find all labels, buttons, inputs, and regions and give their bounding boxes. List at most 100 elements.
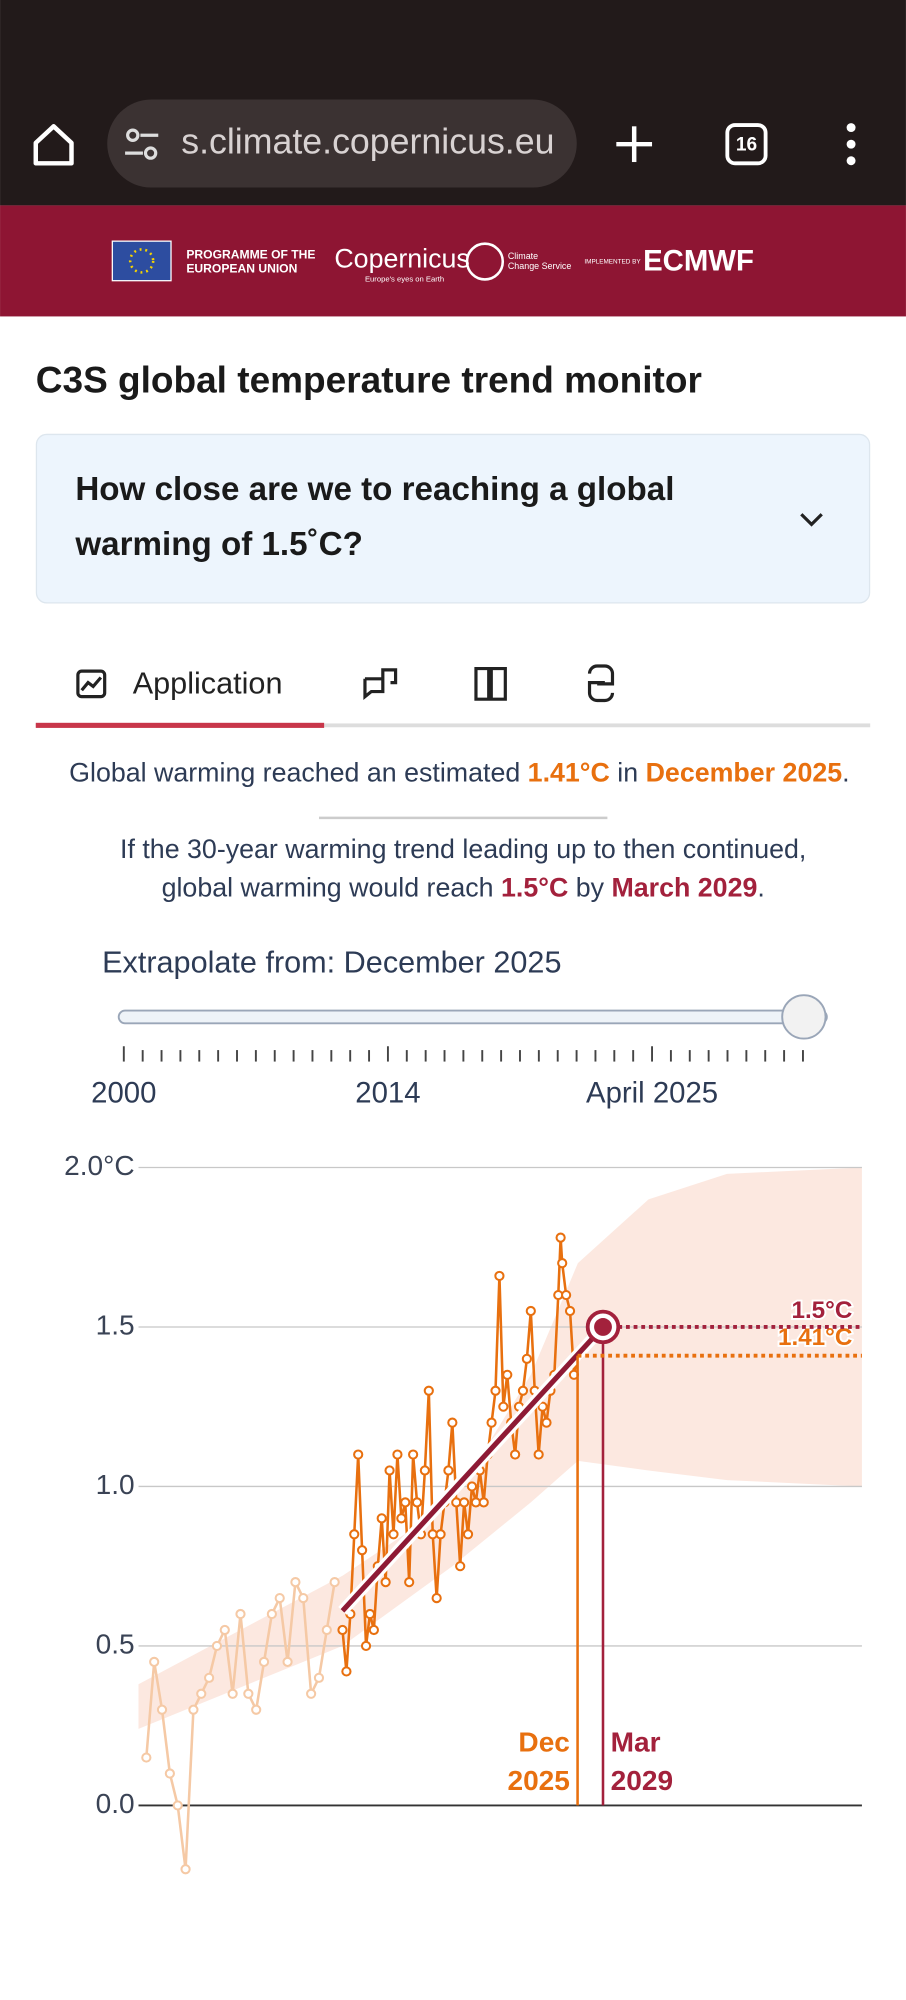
data-point [364, 1608, 376, 1620]
data-point [443, 1465, 454, 1476]
page-title: C3S global temperature trend monitor [36, 360, 702, 401]
threshold-date: March 2029 [611, 872, 757, 902]
data-line [145, 1577, 336, 1870]
data-point [510, 1449, 521, 1460]
data-point [243, 1688, 254, 1699]
date-marker-label: 2029 [611, 1765, 673, 1796]
trend-line [340, 1325, 605, 1613]
c3s-text: Climate [508, 251, 538, 261]
data-point [466, 1481, 478, 1492]
copernicus-tagline: Europe's eyes on Earth [365, 274, 444, 283]
data-point [298, 1592, 309, 1604]
chevron[interactable] [800, 513, 823, 527]
data-point [164, 1768, 175, 1779]
data-point [376, 1513, 387, 1524]
data-point [462, 1529, 474, 1540]
data-point [211, 1640, 223, 1652]
text: Global warming reached an estimated [69, 758, 528, 788]
chart: 0.00.51.01.52.0°C19802000202020402060Dec… [64, 1150, 876, 1920]
data-point [329, 1577, 340, 1588]
data-point [337, 1624, 348, 1636]
data-point [360, 1640, 372, 1652]
data-point [555, 1232, 566, 1243]
accordion[interactable] [35, 433, 871, 604]
data-point [498, 1401, 509, 1412]
data-point [455, 1561, 466, 1572]
data-point [486, 1417, 497, 1428]
slider-label: Extrapolate from: December 2025 [102, 946, 561, 980]
text: . [757, 872, 764, 902]
data-point [258, 1656, 270, 1667]
data-point [141, 1752, 152, 1763]
tab[interactable] [568, 651, 634, 720]
ecmwf-logo[interactable]: ECMWF [643, 245, 754, 278]
data-point [431, 1592, 442, 1604]
c3s-logo[interactable] [465, 242, 505, 281]
menu-button[interactable] [846, 123, 856, 166]
data-point [219, 1624, 230, 1636]
data-point [525, 1305, 536, 1317]
data-point [396, 1513, 407, 1524]
tab[interactable] [457, 651, 523, 720]
slider-tick-label: 2014 [355, 1076, 420, 1109]
summary-projection: If the 30-year warming trend leading up … [120, 834, 806, 864]
accordion-question: How close are we to reaching a global wa… [75, 469, 675, 563]
tabs-button[interactable] [725, 123, 768, 166]
data-point [357, 1545, 368, 1556]
data-point [204, 1672, 215, 1683]
data-point [400, 1497, 411, 1508]
site-settings-icon[interactable] [125, 128, 159, 160]
data-point [533, 1449, 544, 1460]
data-point [274, 1592, 285, 1604]
data-point [423, 1385, 434, 1396]
text: global warming would reach [162, 872, 501, 902]
data-point [368, 1624, 379, 1636]
eu-stars [128, 248, 155, 274]
home-button[interactable] [33, 124, 74, 166]
text: in [610, 758, 646, 788]
data-point [435, 1529, 446, 1540]
data-point [557, 1258, 568, 1269]
eu-flag [111, 240, 172, 282]
eu-text: EUROPEAN UNION [186, 261, 297, 275]
data-point [380, 1577, 391, 1588]
tab-count: 16 [736, 135, 757, 156]
data-line [341, 1237, 579, 1672]
tab-active-underline [35, 722, 325, 728]
slider-thumb[interactable] [781, 994, 827, 1040]
data-point [306, 1688, 317, 1699]
tab[interactable] [345, 651, 411, 720]
data-point [494, 1270, 505, 1282]
data-point [349, 1529, 360, 1540]
slider-track[interactable] [117, 1009, 828, 1025]
data-point [149, 1656, 160, 1667]
data-point [521, 1353, 532, 1364]
y-tick-label: 0.5 [96, 1628, 135, 1659]
tab-label: Application [133, 666, 283, 700]
data-point [313, 1672, 325, 1683]
slider-tick-label: 2000 [91, 1076, 156, 1109]
data-point [388, 1529, 399, 1540]
current-value: 1.41°C [528, 758, 610, 788]
data-point [419, 1465, 430, 1476]
data-point [517, 1385, 529, 1396]
url-bar[interactable] [107, 99, 577, 188]
data-point [196, 1688, 207, 1699]
date-marker-label: 2025 [507, 1765, 569, 1796]
threshold-value: 1.5°C [501, 872, 568, 902]
data-point [447, 1417, 458, 1428]
data-point [408, 1449, 419, 1460]
new-tab-button[interactable] [616, 126, 653, 163]
tab-icons [76, 664, 615, 703]
data-point [490, 1385, 501, 1396]
data-point [502, 1369, 513, 1380]
copernicus-logo[interactable]: Copernicus [334, 243, 469, 273]
data-point [561, 1289, 572, 1301]
summary-current: Global warming reached an estimated 1.41… [69, 758, 849, 788]
y-tick-label: 1.0 [96, 1469, 135, 1500]
data-point [227, 1688, 238, 1699]
data-point [235, 1608, 246, 1620]
data-point [459, 1497, 470, 1508]
